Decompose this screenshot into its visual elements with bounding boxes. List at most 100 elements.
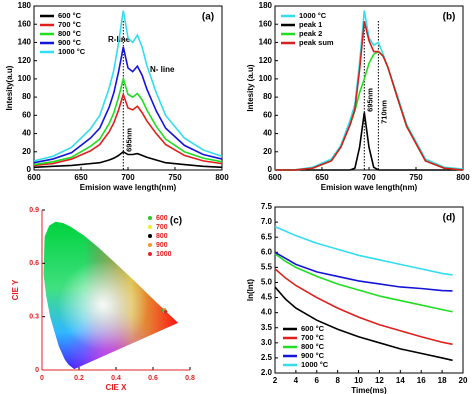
x-tick-label: 20: [459, 376, 468, 385]
x-tick-label: 12: [375, 376, 384, 385]
series-line: [33, 150, 223, 169]
y-axis-label: ln(Int): [246, 279, 255, 302]
y-tick-label: 140: [18, 38, 32, 47]
legend-label: 1000 °C: [58, 47, 86, 56]
y-tick-label: 5.0: [261, 278, 273, 287]
y-tick-label: 60: [22, 110, 31, 119]
y-tick-label: 120: [18, 56, 32, 65]
legend-marker: [148, 216, 152, 220]
x-tick-label: 650: [315, 173, 329, 182]
x-axis-label: Time(ms): [351, 386, 387, 394]
y-axis-label: CIE Y: [11, 279, 20, 300]
y-tick-label: 80: [263, 92, 272, 101]
x-tick-label: 800: [215, 173, 229, 182]
y-tick-label: 20: [263, 147, 272, 156]
series-line: [274, 286, 453, 362]
panel-label: (d): [443, 213, 456, 224]
cie-gamut: [43, 221, 178, 370]
plot-frame: [274, 206, 464, 374]
x-tick-label: 600: [27, 173, 41, 182]
y-tick-label: 7.5: [261, 202, 273, 211]
legend-marker: [148, 234, 152, 238]
legend-label: 800 °C: [58, 29, 82, 38]
y-tick-label: 160: [18, 19, 32, 28]
y-tick-label: 6.0: [261, 247, 273, 256]
series-line: [33, 75, 223, 166]
x-tick-label: 0.8: [185, 375, 195, 382]
y-tick-label: 6.5: [261, 232, 273, 241]
x-tick-label: 18: [438, 376, 447, 385]
legend-label: 600: [156, 215, 168, 222]
series-line: [33, 91, 223, 167]
y-tick-label: 120: [259, 56, 273, 65]
x-tick-label: 0.4: [111, 375, 121, 382]
x-axis-label: Emision wave length(nm): [80, 183, 177, 192]
y-tick-label: 0: [27, 165, 32, 174]
reference-label: 695nm: [365, 88, 374, 112]
x-tick-label: 750: [409, 173, 423, 182]
y-tick-label: 0: [35, 367, 39, 374]
legend-label: 900 °C: [301, 351, 325, 360]
y-tick-label: 0: [268, 165, 273, 174]
legend-label: 1000 °C: [299, 11, 327, 20]
y-axis-label: Intesity(a.u): [5, 65, 14, 110]
legend-label: 600 °C: [301, 324, 325, 333]
legend-label: peak 1: [299, 20, 322, 29]
x-tick-label: 2: [273, 376, 278, 385]
y-tick-label: 20: [22, 147, 31, 156]
x-tick-label: 4: [294, 376, 299, 385]
x-tick-label: 0.2: [74, 375, 84, 382]
x-tick-label: 800: [456, 173, 470, 182]
y-tick-label: 140: [259, 38, 273, 47]
y-tick-label: 100: [18, 74, 32, 83]
legend-marker: [148, 225, 152, 229]
x-tick-label: 0.6: [148, 375, 158, 382]
panel-label: (a): [202, 12, 214, 23]
y-axis-label: Intesity (a.u): [246, 64, 255, 111]
y-tick-label: 5.5: [261, 262, 273, 271]
x-tick-label: 600: [268, 173, 282, 182]
y-tick-label: 7.0: [261, 217, 273, 226]
x-tick-label: 700: [121, 173, 135, 182]
y-tick-label: 3.5: [261, 323, 273, 332]
y-tick-label: 100: [259, 74, 273, 83]
legend-marker: [148, 243, 152, 247]
reference-label: 710nm: [379, 100, 388, 124]
legend-marker: [148, 252, 152, 256]
legend-label: peak 2: [299, 29, 322, 38]
y-tick-label: 60: [263, 110, 272, 119]
reference-label: 695nm: [124, 128, 133, 152]
y-tick-label: 3.0: [261, 338, 273, 347]
legend-label: 1000: [156, 251, 172, 258]
y-tick-label: 0.6: [29, 260, 39, 267]
x-tick-label: 700: [362, 173, 376, 182]
y-tick-label: 40: [263, 129, 272, 138]
y-tick-label: 180: [18, 1, 32, 10]
series-line: [274, 268, 453, 346]
series-line: [274, 253, 453, 313]
legend-label: 900: [156, 242, 168, 249]
series-line: [274, 251, 453, 292]
series-line: [33, 10, 223, 162]
plot-frame: [274, 5, 464, 171]
y-tick-label: 2.0: [261, 368, 273, 377]
x-tick-label: 10: [354, 376, 363, 385]
series-line: [274, 225, 453, 276]
series-line: [275, 112, 463, 171]
y-tick-label: 2.5: [261, 353, 273, 362]
y-tick-label: 160: [259, 19, 273, 28]
y-tick-label: 40: [22, 129, 31, 138]
x-tick-label: 6: [315, 376, 320, 385]
legend-label: 700 °C: [58, 20, 82, 29]
annotation: N- line: [150, 65, 175, 74]
x-axis-label: Emision wave length(nm): [321, 183, 418, 192]
panel-label: (b): [443, 12, 456, 23]
legend-label: 900 °C: [58, 38, 82, 47]
series-line: [33, 46, 223, 164]
y-tick-label: 0.9: [29, 207, 39, 214]
x-tick-label: 14: [396, 376, 405, 385]
legend-label: peak sum: [299, 38, 334, 47]
legend-label: 800: [156, 233, 168, 240]
x-tick-label: 0: [40, 375, 44, 382]
